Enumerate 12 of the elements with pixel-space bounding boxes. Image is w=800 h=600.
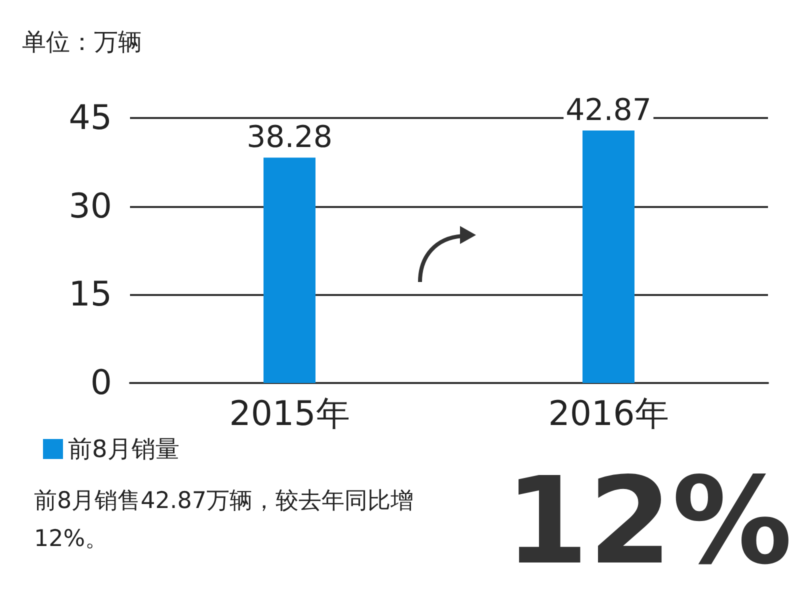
y-tick-label: 45 xyxy=(68,98,112,138)
y-axis-title: 单位：万辆 xyxy=(22,28,142,56)
legend-label: 前8月销量 xyxy=(68,435,180,463)
x-tick-label: 2015年 xyxy=(229,394,350,434)
data-label: 38.28 xyxy=(246,120,332,156)
data-label: 42.87 xyxy=(566,93,652,128)
y-tick-label: 15 xyxy=(68,274,112,315)
text: 前8月销售42.87万辆，较去年同比增12%。 xyxy=(34,488,414,552)
text: 12% xyxy=(505,452,792,592)
x-tick-label: 2016年 xyxy=(548,394,669,434)
y-tick-label: 30 xyxy=(68,186,112,226)
y-tick-label: 0 xyxy=(90,363,112,403)
